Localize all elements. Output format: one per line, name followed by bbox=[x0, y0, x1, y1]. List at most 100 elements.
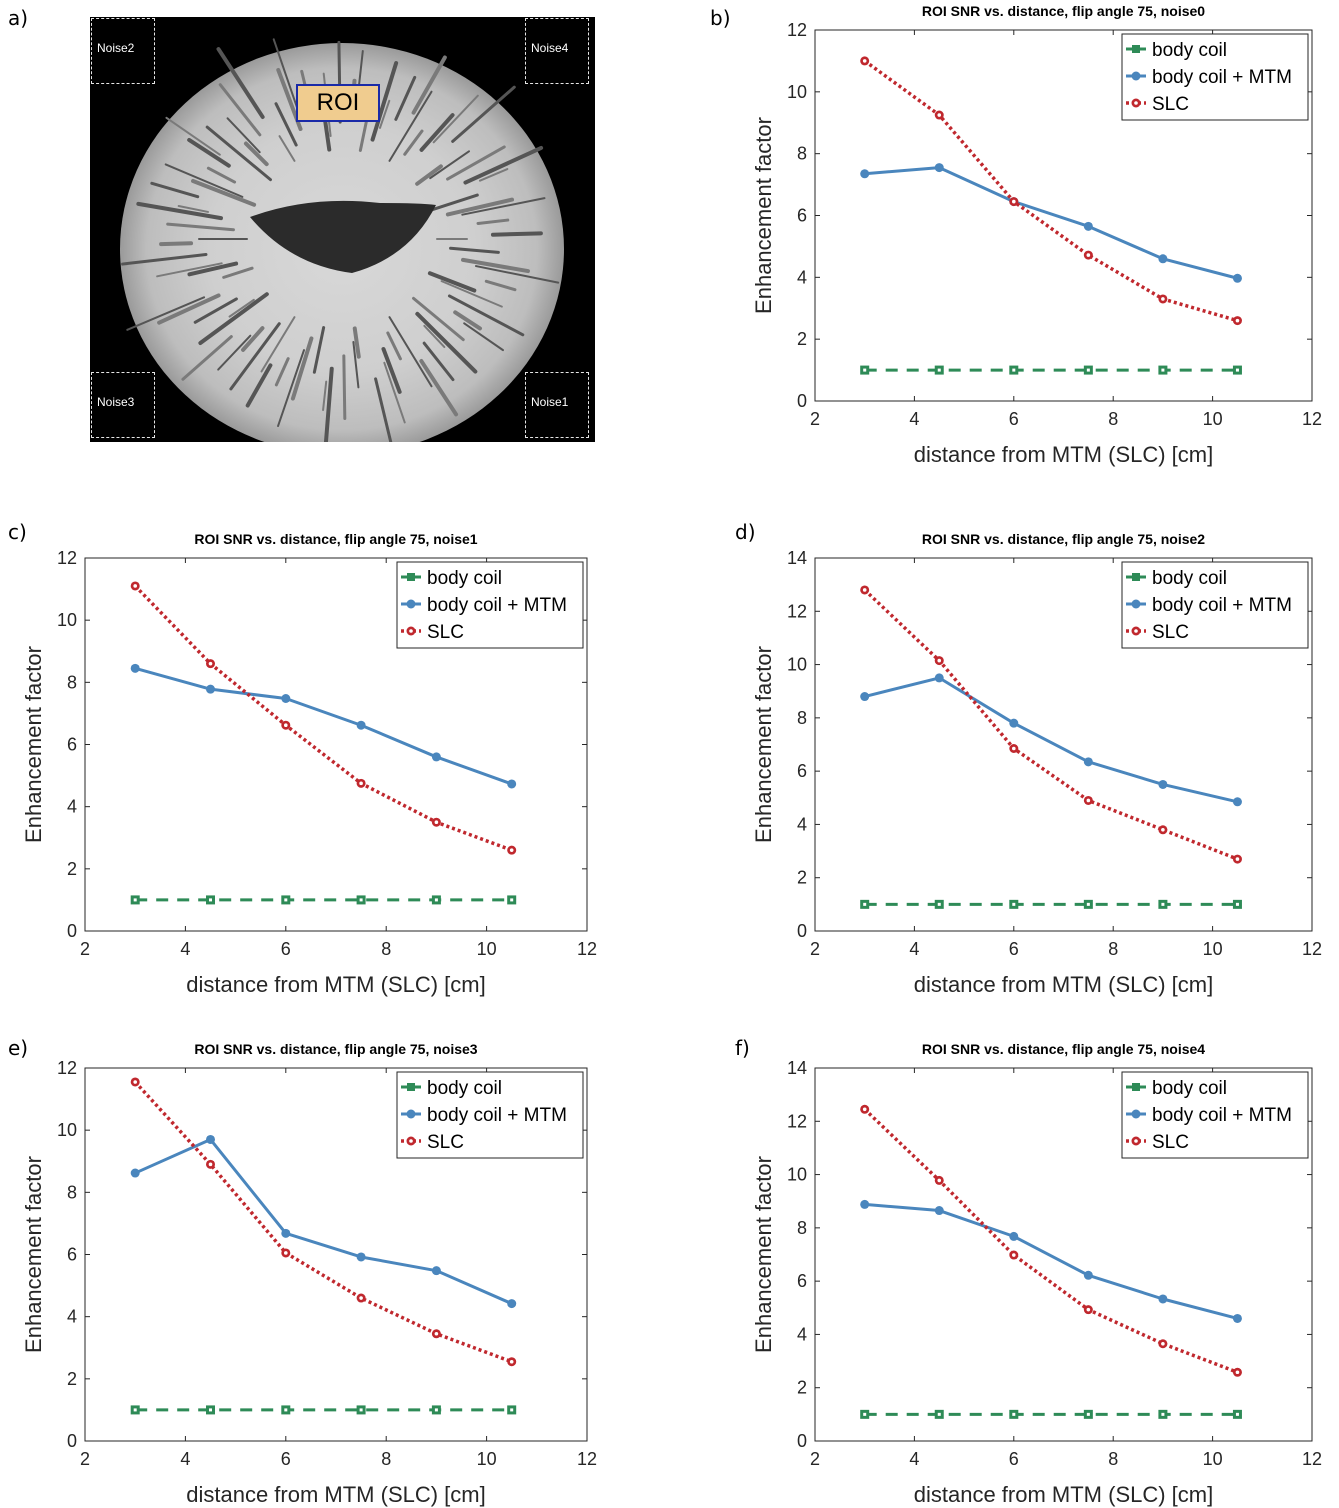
series-line-1 bbox=[864, 676, 1238, 804]
x-tick-label: 8 bbox=[1108, 409, 1118, 429]
chart-title: ROI SNR vs. distance, flip angle 75, noi… bbox=[922, 3, 1205, 19]
phantom-streak bbox=[381, 347, 402, 394]
data-point-body-coil-mtm bbox=[1009, 1231, 1019, 1241]
x-tick-label: 6 bbox=[1009, 939, 1019, 959]
data-point-body-coil-center bbox=[1086, 902, 1090, 906]
phantom-streak bbox=[453, 310, 482, 331]
data-point-body-coil-center bbox=[1012, 368, 1016, 372]
y-tick-label: 2 bbox=[797, 868, 807, 888]
panel-label-f: f) bbox=[735, 1036, 750, 1060]
y-tick-label: 0 bbox=[67, 1431, 77, 1451]
x-tick-label: 4 bbox=[180, 1449, 190, 1469]
series-line-2 bbox=[133, 584, 513, 852]
data-point-slc-center bbox=[434, 820, 439, 825]
phantom-streak bbox=[423, 324, 446, 349]
data-point-body-coil-center bbox=[133, 1408, 137, 1412]
series-line-2 bbox=[863, 1108, 1239, 1374]
y-axis-label: Enhancement factor bbox=[21, 1156, 46, 1353]
data-point-body-coil-center bbox=[937, 368, 941, 372]
legend-box bbox=[1121, 33, 1309, 121]
phantom-streak bbox=[419, 113, 455, 152]
plot-area-frame bbox=[814, 1067, 1313, 1442]
data-point-body-coil-center bbox=[863, 368, 867, 372]
phantom-streak bbox=[475, 265, 560, 284]
phantom-streak bbox=[403, 129, 424, 156]
y-tick-label: 14 bbox=[787, 548, 807, 568]
x-tick-label: 10 bbox=[477, 939, 497, 959]
phantom-streak bbox=[181, 335, 233, 381]
phantom-streak bbox=[222, 266, 254, 279]
phantom-streak bbox=[290, 336, 314, 401]
y-tick-label: 10 bbox=[787, 1165, 807, 1185]
phantom-streak bbox=[386, 331, 402, 361]
phantom-streak bbox=[166, 222, 235, 232]
phantom-streak bbox=[187, 261, 239, 277]
legend-marker bbox=[1132, 45, 1140, 53]
data-point-slc-center bbox=[862, 1107, 867, 1112]
x-tick-label: 12 bbox=[1302, 409, 1322, 429]
phantom-streak bbox=[490, 231, 543, 237]
phantom-streak bbox=[412, 296, 465, 342]
y-tick-label: 0 bbox=[797, 921, 807, 941]
y-tick-label: 14 bbox=[787, 1058, 807, 1078]
phantom-streak bbox=[323, 366, 334, 442]
legend-label: body coil + MTM bbox=[1152, 67, 1292, 88]
data-point-body-coil-mtm bbox=[507, 1299, 517, 1309]
legend-marker bbox=[407, 1083, 415, 1091]
x-tick-label: 4 bbox=[909, 409, 919, 429]
legend-marker-center bbox=[1134, 1139, 1138, 1143]
series-line-2 bbox=[863, 59, 1238, 323]
legend-box bbox=[396, 1071, 584, 1159]
data-point-slc-center bbox=[1086, 1307, 1091, 1312]
x-tick-label: 8 bbox=[381, 939, 391, 959]
legend-label: SLC bbox=[427, 622, 464, 643]
series-line-1 bbox=[864, 1202, 1238, 1320]
data-point-body-coil-center bbox=[133, 898, 137, 902]
noise-region-bottom-left: Noise3 bbox=[91, 372, 155, 438]
x-tick-label: 8 bbox=[381, 1449, 391, 1469]
data-point-body-coil-center bbox=[434, 1408, 438, 1412]
phantom-streak bbox=[379, 99, 391, 129]
data-point-slc-center bbox=[1012, 1253, 1016, 1257]
x-tick-label: 2 bbox=[80, 1449, 90, 1469]
phantom-streak bbox=[206, 166, 237, 184]
phantom-streak bbox=[205, 125, 272, 182]
phantom-streak bbox=[198, 292, 269, 346]
phantom-streak bbox=[449, 246, 500, 254]
panel-label-d: d) bbox=[735, 520, 756, 544]
data-point-body-coil-center bbox=[284, 1408, 288, 1412]
phantom-streak bbox=[312, 326, 326, 374]
x-axis-label: distance from MTM (SLC) [cm] bbox=[914, 972, 1213, 997]
phantom-streak bbox=[342, 354, 347, 421]
data-point-slc-center bbox=[208, 661, 213, 666]
x-tick-label: 8 bbox=[1108, 1449, 1118, 1469]
y-tick-label: 0 bbox=[797, 1431, 807, 1451]
data-point-body-coil-mtm bbox=[356, 1252, 366, 1262]
data-point-body-coil-mtm bbox=[860, 169, 870, 179]
phantom-streak bbox=[429, 150, 471, 180]
data-point-slc-center bbox=[1161, 827, 1165, 832]
data-point-slc-center bbox=[284, 1251, 288, 1255]
legend-box bbox=[1121, 1071, 1309, 1159]
phantom-streak bbox=[415, 311, 478, 374]
x-tick-label: 4 bbox=[180, 939, 190, 959]
data-point-body-coil-mtm bbox=[1158, 1294, 1168, 1304]
data-point-body-coil-mtm bbox=[1083, 221, 1093, 231]
legend-label: body coil bbox=[1152, 40, 1227, 61]
y-tick-label: 6 bbox=[67, 735, 77, 755]
phantom-streak bbox=[260, 316, 296, 373]
y-tick-label: 6 bbox=[797, 761, 807, 781]
y-tick-label: 4 bbox=[797, 1324, 807, 1344]
data-point-body-coil-mtm bbox=[130, 1168, 140, 1178]
phantom-streak bbox=[447, 294, 525, 337]
y-tick-label: 6 bbox=[797, 206, 807, 226]
plot-area-frame bbox=[814, 557, 1313, 932]
legend-marker bbox=[1131, 1109, 1141, 1119]
phantom-streak bbox=[419, 359, 459, 417]
phantom-streak bbox=[159, 241, 194, 247]
y-axis-label: Enhancement factor bbox=[751, 646, 776, 843]
data-point-body-coil-center bbox=[209, 898, 212, 902]
legend-marker bbox=[406, 1109, 416, 1119]
phantom-streak bbox=[415, 164, 443, 186]
